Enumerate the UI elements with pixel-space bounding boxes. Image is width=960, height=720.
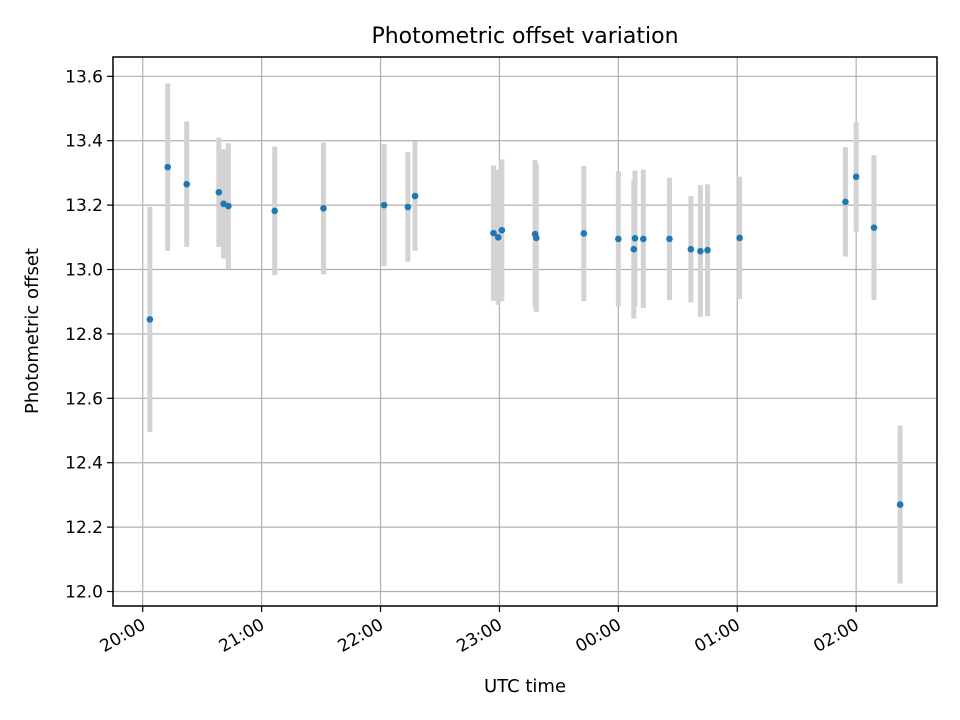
data-point (404, 203, 412, 211)
data-point (164, 163, 171, 171)
y-axis-ticks: 12.0 12.2 12.4 12.6 12.8 13.0 13.2 13.4 13.6 (65, 67, 113, 603)
y-tick-label: 12.6 (65, 389, 103, 409)
data-point (580, 230, 588, 237)
data-point (498, 226, 506, 234)
data-point (640, 235, 647, 243)
data-point (666, 235, 673, 243)
data-point (494, 234, 502, 241)
x-tick-label: 01:00 (691, 615, 743, 657)
data-point (380, 201, 388, 209)
data-point (630, 245, 638, 253)
y-tick-label: 12.8 (65, 325, 103, 345)
data-point (852, 173, 860, 181)
grid-lines (113, 57, 937, 606)
data-point (615, 235, 622, 243)
data-point (697, 247, 704, 255)
data-point (704, 246, 711, 254)
data-point (271, 207, 279, 215)
x-tick-label: 20:00 (97, 615, 149, 657)
y-tick-label: 13.2 (65, 196, 103, 216)
y-tick-label: 12.0 (65, 583, 103, 603)
y-tick-label: 13.0 (65, 261, 103, 281)
y-axis-label: Photometric offset (22, 248, 43, 414)
plot-frame (112, 56, 938, 607)
x-tick-label: 22:00 (335, 615, 387, 657)
x-axis-label: UTC time (484, 676, 566, 697)
data-point (215, 188, 223, 196)
data-point (183, 180, 191, 188)
data-point (842, 198, 849, 206)
data-point (411, 192, 419, 200)
x-tick-label: 00:00 (572, 615, 624, 657)
x-axis-ticks: 20:00 21:00 22:00 23:00 00:00 01:00 02:00 (97, 606, 863, 657)
chart-title: Photometric offset variation (371, 24, 678, 49)
y-tick-label: 12.2 (65, 518, 103, 538)
data-point (870, 224, 878, 231)
data-point (896, 501, 904, 508)
data-point (490, 229, 497, 237)
x-tick-label: 21:00 (216, 615, 268, 657)
data-point (225, 202, 232, 210)
data-point (532, 234, 540, 242)
x-tick-label: 23:00 (454, 615, 506, 657)
data-point (320, 205, 327, 212)
data-points (146, 163, 904, 508)
y-tick-label: 13.4 (65, 132, 103, 152)
x-tick-label: 02:00 (810, 615, 862, 657)
data-point (146, 316, 154, 323)
data-point (687, 245, 695, 253)
y-tick-label: 13.6 (65, 67, 103, 87)
y-tick-label: 12.4 (65, 454, 103, 474)
data-point (736, 234, 743, 242)
data-point (631, 234, 639, 242)
